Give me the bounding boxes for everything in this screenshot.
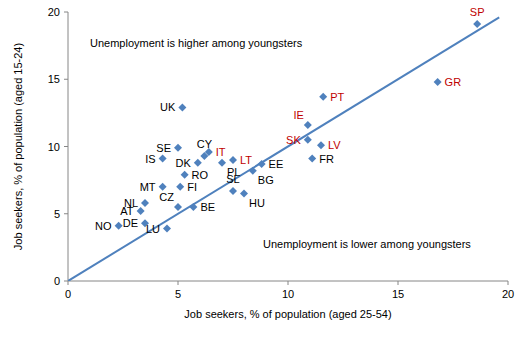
point-label: GR bbox=[445, 76, 462, 88]
x-tick bbox=[288, 281, 289, 285]
point bbox=[473, 20, 481, 28]
point bbox=[229, 187, 237, 195]
point bbox=[304, 136, 312, 144]
point-label: IT bbox=[216, 146, 226, 158]
point bbox=[176, 183, 184, 191]
point-label: BG bbox=[258, 174, 274, 186]
reference-line bbox=[68, 17, 499, 281]
point-label: IS bbox=[145, 153, 155, 165]
point-label: PT bbox=[330, 91, 344, 103]
point-label: LU bbox=[146, 223, 160, 235]
point bbox=[249, 167, 257, 175]
point-label: UK bbox=[160, 101, 176, 113]
annotation: Unemployment is lower among youngsters bbox=[263, 238, 471, 250]
point-label: LV bbox=[328, 139, 341, 151]
point-label: IE bbox=[293, 109, 303, 121]
x-tick bbox=[508, 281, 509, 285]
point bbox=[258, 160, 266, 168]
point-label: NO bbox=[95, 220, 112, 232]
y-tick bbox=[64, 79, 68, 80]
point-label: AT bbox=[120, 205, 134, 217]
x-tick bbox=[68, 281, 69, 285]
point bbox=[240, 190, 248, 198]
point bbox=[434, 78, 442, 86]
y-tick bbox=[64, 12, 68, 13]
chart: 0 5 10 15 20 0 5 10 15 20 Job seekers, % of popula… bbox=[0, 0, 521, 337]
x-tick-label: 0 bbox=[65, 288, 71, 300]
point bbox=[174, 144, 182, 152]
point-label: LT bbox=[240, 154, 252, 166]
point bbox=[141, 199, 149, 207]
plot-area bbox=[68, 17, 499, 281]
point bbox=[317, 141, 325, 149]
point-label: SE bbox=[156, 142, 171, 154]
point bbox=[181, 171, 189, 179]
y-tick-label: 10 bbox=[48, 141, 60, 153]
x-tick-label: 5 bbox=[175, 288, 181, 300]
point-label: SP bbox=[470, 6, 485, 18]
point-label: CZ bbox=[159, 191, 174, 203]
point-label: SK bbox=[286, 134, 301, 146]
point bbox=[308, 155, 316, 163]
y-tick bbox=[64, 281, 68, 282]
x-tick-label: 20 bbox=[502, 288, 514, 300]
point-label: HU bbox=[249, 197, 265, 209]
y-tick-label: 5 bbox=[54, 208, 60, 220]
point-label: MT bbox=[140, 181, 156, 193]
point bbox=[178, 103, 186, 111]
point bbox=[304, 121, 312, 129]
point-label: CY bbox=[197, 138, 213, 150]
point bbox=[194, 159, 202, 167]
point-label: RO bbox=[192, 169, 209, 181]
point-label: EE bbox=[269, 158, 284, 170]
point-label: FR bbox=[319, 153, 334, 165]
point-label: DK bbox=[176, 157, 192, 169]
x-tick bbox=[398, 281, 399, 285]
y-tick bbox=[64, 213, 68, 214]
point bbox=[174, 203, 182, 211]
point-label: DE bbox=[123, 217, 138, 229]
y-tick-label: 0 bbox=[54, 275, 60, 287]
y-tick-label: 15 bbox=[48, 73, 60, 85]
x-tick-label: 10 bbox=[282, 288, 294, 300]
point bbox=[163, 225, 171, 233]
y-axis-label: Job seekers, % of population (aged 15-24… bbox=[12, 43, 24, 250]
y-tick bbox=[64, 146, 68, 147]
point bbox=[319, 93, 327, 101]
point bbox=[159, 183, 167, 191]
point bbox=[115, 222, 123, 230]
x-tick-label: 15 bbox=[392, 288, 404, 300]
point bbox=[189, 203, 197, 211]
annotation: Unemployment is higher among youngsters bbox=[90, 37, 303, 49]
point bbox=[218, 159, 226, 167]
y-tick-label: 20 bbox=[48, 6, 60, 18]
x-axis-label: Job seekers, % of population (aged 25-54… bbox=[184, 308, 391, 320]
point bbox=[229, 156, 237, 164]
point-label: FI bbox=[187, 181, 197, 193]
point bbox=[159, 155, 167, 163]
x-tick bbox=[178, 281, 179, 285]
point-label: SL bbox=[226, 173, 239, 185]
point-label: BE bbox=[200, 201, 215, 213]
